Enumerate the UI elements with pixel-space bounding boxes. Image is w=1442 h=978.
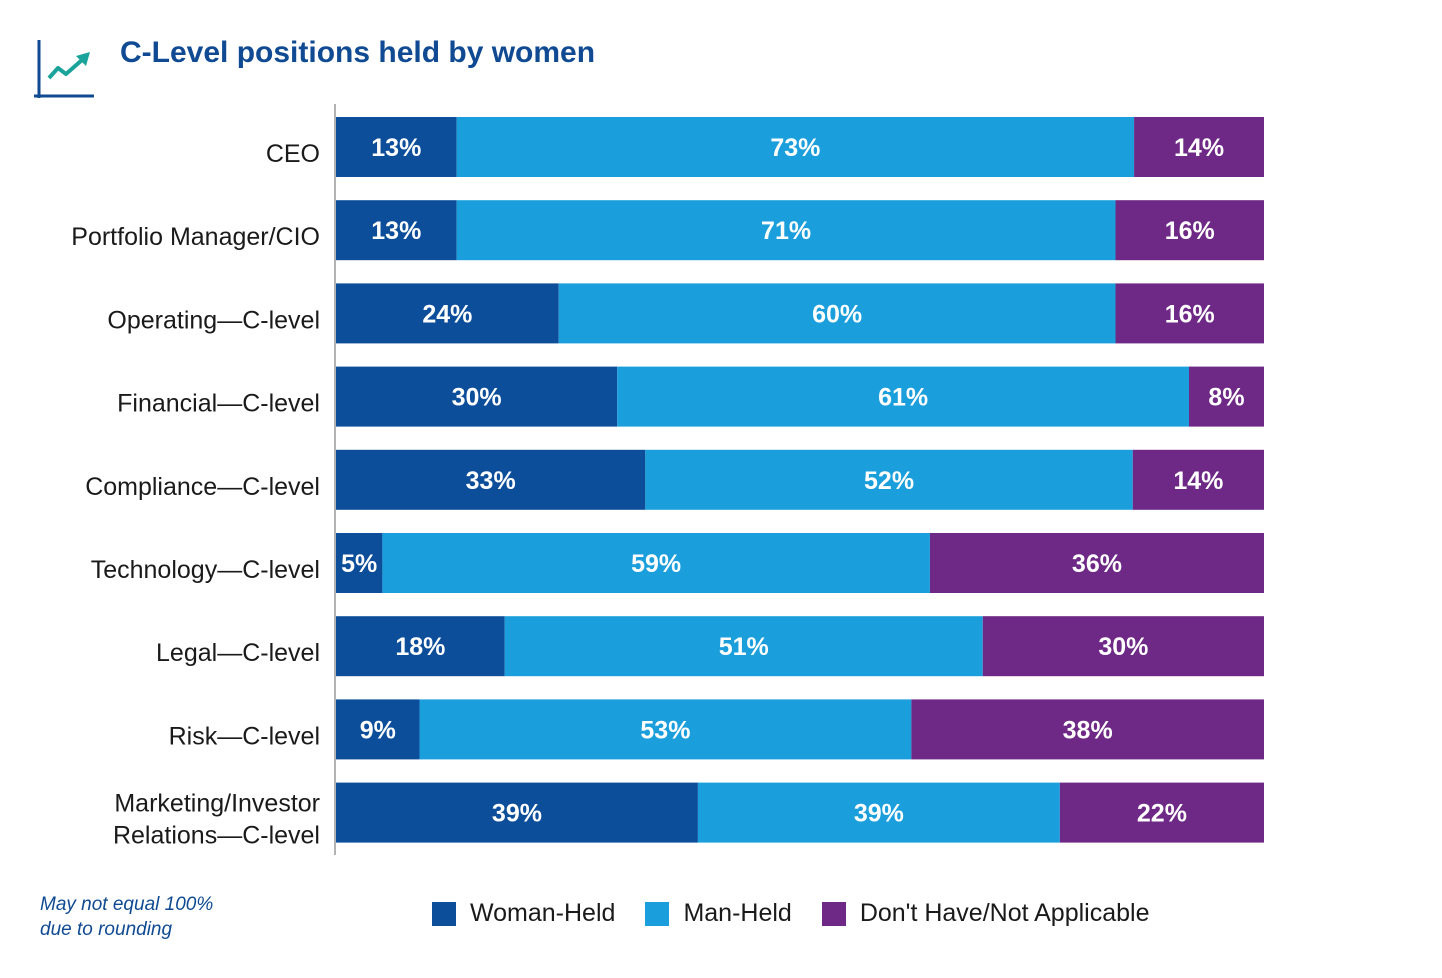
data-label-woman-ceo: 13% [371,134,421,162]
category-label-ceo: CEO [266,140,320,168]
rounding-note-line-1: May not equal 100% [40,894,214,915]
bar-man-legal-c-level [504,616,983,677]
legend-item-na: Don't Have/Not Applicable [821,899,1150,928]
bar-na-risk-c-level [911,699,1264,760]
data-label-woman-technology-c-level: 5% [341,550,377,578]
category-label-compliance-c-level: Compliance—C-level [85,473,320,501]
category-label-portfolio-manager-cio: Portfolio Manager/CIO [71,223,320,251]
data-label-man-operating-c-level: 60% [812,300,862,328]
bar-na-legal-c-level [982,616,1264,677]
bar-man-risk-c-level [419,699,912,760]
bar-man-technology-c-level [382,533,930,593]
data-label-man-legal-c-level: 51% [719,633,769,661]
bar-man-financial-c-level [617,366,1190,427]
bar-na-ceo [1134,117,1264,177]
bar-man-ceo [456,117,1135,177]
bar-woman-ceo [336,117,457,177]
bar-na-operating-c-level [1115,283,1264,344]
data-label-man-portfolio-manager-cio: 71% [761,217,811,245]
data-label-woman-compliance-c-level: 33% [466,467,516,495]
data-label-na-legal-c-level: 30% [1098,633,1148,661]
data-label-na-risk-c-level: 38% [1063,716,1113,744]
bar-woman-financial-c-level [336,366,618,427]
legend-swatch-man [645,901,670,926]
rounding-note-line-2: due to rounding [40,919,173,940]
bar-na-technology-c-level [929,533,1264,593]
legend-item-man: Man-Held [645,899,792,928]
data-label-woman-operating-c-level: 24% [422,300,472,328]
data-label-man-financial-c-level: 61% [878,384,928,412]
data-label-man-ceo: 73% [770,134,820,162]
data-label-na-technology-c-level: 36% [1072,550,1122,578]
category-label-financial-c-level: Financial—C-level [117,390,320,418]
category-label-legal-c-level: Legal—C-level [156,639,320,667]
line-chart-icon [32,38,98,107]
chart-title: C-Level positions held by women [120,36,596,69]
legend-label-man: Man-Held [683,899,792,927]
category-label-risk-c-level: Risk—C-level [169,722,320,750]
bar-na-marketing-investor-relations-c-level [1059,782,1264,843]
bar-woman-operating-c-level [336,283,559,344]
data-label-na-portfolio-manager-cio: 16% [1165,217,1215,245]
bar-woman-technology-c-level [336,533,383,593]
category-label-marketing-investor-relations-c-level: Marketing/Investor Relations—C-level [113,790,320,850]
category-label-technology-c-level: Technology—C-level [91,556,320,584]
rounding-note: May not equal 100% due to rounding [40,892,213,942]
data-label-na-ceo: 14% [1174,134,1224,162]
data-label-woman-financial-c-level: 30% [452,384,502,412]
legend-item-woman: Woman-Held [432,899,615,928]
bar-woman-portfolio-manager-cio [336,200,457,261]
bar-na-financial-c-level [1189,366,1264,427]
legend-label-woman: Woman-Held [470,899,616,927]
data-label-na-marketing-investor-relations-c-level: 22% [1137,800,1187,828]
category-label-operating-c-level: Operating—C-level [107,306,320,334]
stacked-bar-chart: 13% 73% 14% CEO 13% 71% 16% Portfolio Manager/C… [71,104,1264,855]
data-label-man-technology-c-level: 59% [631,550,681,578]
bar-woman-marketing-investor-relations-c-level [336,782,698,843]
data-label-man-marketing-investor-relations-c-level: 39% [854,800,904,828]
data-label-woman-marketing-investor-relations-c-level: 39% [492,800,542,828]
bar-woman-risk-c-level [336,699,420,760]
data-label-na-compliance-c-level: 14% [1173,467,1223,495]
bar-man-marketing-investor-relations-c-level [697,782,1060,843]
legend: Woman-Held Man-Held Don't Have/Not Appli… [432,899,1179,928]
data-label-woman-legal-c-level: 18% [395,633,445,661]
bar-man-portfolio-manager-cio [456,200,1116,261]
bar-woman-compliance-c-level [336,449,646,510]
bar-woman-legal-c-level [336,616,505,677]
legend-swatch-na [821,901,846,926]
data-label-woman-risk-c-level: 9% [360,716,396,744]
data-label-na-operating-c-level: 16% [1165,300,1215,328]
bar-na-portfolio-manager-cio [1115,200,1264,261]
data-label-woman-portfolio-manager-cio: 13% [371,217,421,245]
data-label-man-risk-c-level: 53% [640,716,690,744]
bar-man-operating-c-level [558,283,1116,344]
bar-na-compliance-c-level [1132,449,1264,510]
data-label-man-compliance-c-level: 52% [864,467,914,495]
data-label-na-financial-c-level: 8% [1208,384,1244,412]
legend-swatch-woman [432,901,456,926]
bar-man-compliance-c-level [645,449,1133,510]
legend-label-na: Don't Have/Not Applicable [859,899,1150,927]
